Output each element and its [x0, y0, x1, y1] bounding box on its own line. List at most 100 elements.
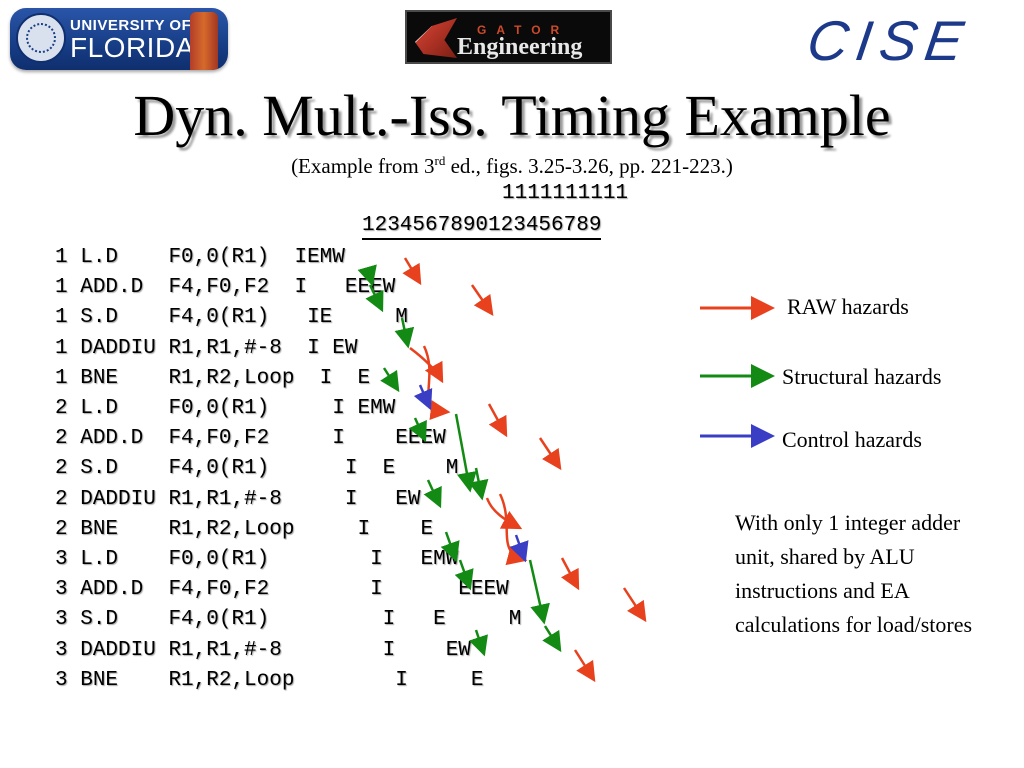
instruction-operands: F4,0(R1): [168, 608, 295, 632]
century-tower-icon: [190, 12, 218, 70]
instruction-timing: I EW: [294, 487, 421, 511]
gator-engineering-word: Engineering: [457, 34, 583, 60]
structural-hazards-label: Structural hazards: [782, 364, 942, 389]
instruction-opcode: ADD.D: [80, 578, 169, 602]
raw-hazard-arrow: [538, 437, 562, 471]
instruction-operands: R1,R2,Loop: [168, 668, 295, 692]
structural-hazard-arrow: [468, 467, 489, 501]
raw-hazard-arrow: [622, 587, 647, 623]
instruction-iteration: 1: [55, 246, 81, 269]
control-hazard-arrow: [509, 534, 529, 563]
instruction-row: 2 ADD.D F4,F0,F2 I EEEW: [55, 427, 446, 451]
instruction-operands: F4,F0,F2: [168, 578, 295, 602]
raw-hazards-label: RAW hazards: [787, 294, 909, 319]
control-hazards-label: Control hazards: [782, 427, 922, 452]
instruction-iteration: 2: [55, 397, 81, 420]
instruction-opcode: BNE: [80, 517, 169, 541]
instruction-row: 2 S.D F4,0(R1) I E M: [55, 457, 458, 481]
structural-hazard-arrow: [394, 317, 415, 349]
instruction-iteration: 2: [55, 517, 81, 541]
instruction-timing: IE M: [294, 306, 408, 330]
instruction-iteration: 1: [55, 276, 81, 300]
cycle-header-units: 1234567890123456789: [362, 214, 602, 240]
instruction-timing: I E: [294, 668, 484, 692]
instruction-row: 3 BNE R1,R2,Loop I E: [55, 669, 484, 693]
instruction-operands: F4,0(R1): [168, 306, 295, 330]
instruction-timing: I E M: [294, 608, 522, 632]
instruction-iteration: 1: [55, 366, 81, 390]
instruction-iteration: 3: [55, 578, 81, 602]
instruction-row: 3 DADDIU R1,R1,#-8 I EW: [55, 639, 471, 663]
instruction-iteration: 3: [55, 638, 81, 662]
structural-hazard-arrow: [380, 367, 400, 393]
structural-hazard-arrow: [468, 629, 488, 657]
slide-title: Dyn. Mult.-Iss. Timing Example: [133, 83, 891, 148]
instruction-operands: F4,0(R1): [168, 457, 295, 481]
subtitle-text-after: ed., figs. 3.25-3.26, pp. 221-223.): [445, 154, 733, 178]
instruction-iteration: 3: [55, 608, 81, 632]
uf-logo-line2: FLORIDA: [70, 32, 195, 63]
control-hazard-arrow: [413, 384, 433, 411]
instruction-operands: F4,F0,F2: [168, 276, 295, 300]
instruction-operands: R1,R1,#-8: [168, 487, 295, 511]
structural-hazard-arrow: [528, 559, 550, 625]
instruction-row: 1 L.D F0,0(R1) IEMW: [55, 246, 345, 270]
instruction-row: 3 L.D F0,0(R1) I EMW: [55, 548, 458, 572]
instruction-opcode: S.D: [80, 457, 169, 481]
raw-hazard-arrow: [487, 403, 508, 438]
structural-hazard-arrow: [357, 264, 377, 287]
instruction-operands: F0,0(R1): [168, 548, 295, 571]
uf-logo-line1: UNIVERSITY OF: [70, 17, 192, 34]
instruction-iteration: 2: [55, 427, 81, 451]
university-of-florida-logo: UNIVERSITY OF FLORIDA: [10, 8, 228, 70]
instruction-opcode: DADDIU: [80, 336, 169, 360]
structural-hazard-arrow: [440, 531, 460, 563]
structural-hazard-arrow: [454, 413, 477, 493]
structural-hazard-arrow: [423, 479, 442, 509]
instruction-timing: I EMW: [294, 397, 396, 420]
instruction-opcode: ADD.D: [80, 276, 169, 300]
instruction-iteration: 3: [55, 668, 81, 692]
instruction-timing: I E: [294, 366, 371, 390]
uf-seal-icon: [16, 13, 66, 63]
instruction-opcode: DADDIU: [80, 487, 169, 511]
instruction-timing: I EW: [294, 336, 358, 360]
gator-engineering-logo: GATOR Engineering: [405, 10, 612, 64]
instruction-opcode: S.D: [80, 608, 169, 632]
instruction-operands: R1,R2,Loop: [168, 366, 295, 390]
instruction-timing: I EW: [294, 638, 471, 662]
instruction-row: 2 L.D F0,0(R1) I EMW: [55, 397, 395, 421]
instruction-operands: R1,R1,#-8: [168, 336, 295, 360]
instruction-iteration: 2: [55, 487, 81, 511]
instruction-opcode: S.D: [80, 306, 169, 330]
subtitle-text-before: (Example from 3: [291, 154, 435, 178]
structural-hazard-arrow: [542, 625, 562, 653]
instruction-opcode: L.D: [80, 397, 169, 420]
instruction-row: 1 BNE R1,R2,Loop I E: [55, 367, 370, 391]
cycle-header-tens: 1111111111: [502, 182, 629, 205]
timing-table: 1111111111 1234567890123456789 1 L.D F0,…: [55, 0, 628, 692]
gator-engineering-top-text: GATOR: [477, 23, 570, 37]
instruction-row: 2 DADDIU R1,R1,#-8 I EW: [55, 488, 421, 512]
structural-hazard-arrow: [454, 559, 474, 591]
instruction-timing: I E: [294, 517, 434, 541]
instruction-row: 2 BNE R1,R2,Loop I E: [55, 518, 433, 542]
instruction-opcode: DADDIU: [80, 638, 169, 662]
instruction-operands: R1,R1,#-8: [168, 638, 295, 662]
instruction-operands: F0,0(R1): [168, 246, 295, 269]
raw-hazard-arrow: [560, 557, 580, 591]
instruction-opcode: L.D: [80, 548, 169, 571]
instruction-iteration: 1: [55, 336, 81, 360]
structural-hazard-arrow: [365, 284, 384, 313]
instruction-timing: I E M: [294, 457, 459, 481]
instruction-row: 1 S.D F4,0(R1) IE M: [55, 306, 408, 330]
instruction-iteration: 3: [55, 548, 81, 571]
instruction-opcode: BNE: [80, 668, 169, 692]
raw-hazard-arrow: [470, 284, 494, 317]
instruction-opcode: ADD.D: [80, 427, 169, 451]
raw-hazard-arrow: [485, 497, 523, 530]
instruction-timing: IEMW: [294, 246, 345, 269]
structural-hazard-arrow: [408, 417, 427, 443]
instruction-row: 3 S.D F4,0(R1) I E M: [55, 608, 521, 632]
